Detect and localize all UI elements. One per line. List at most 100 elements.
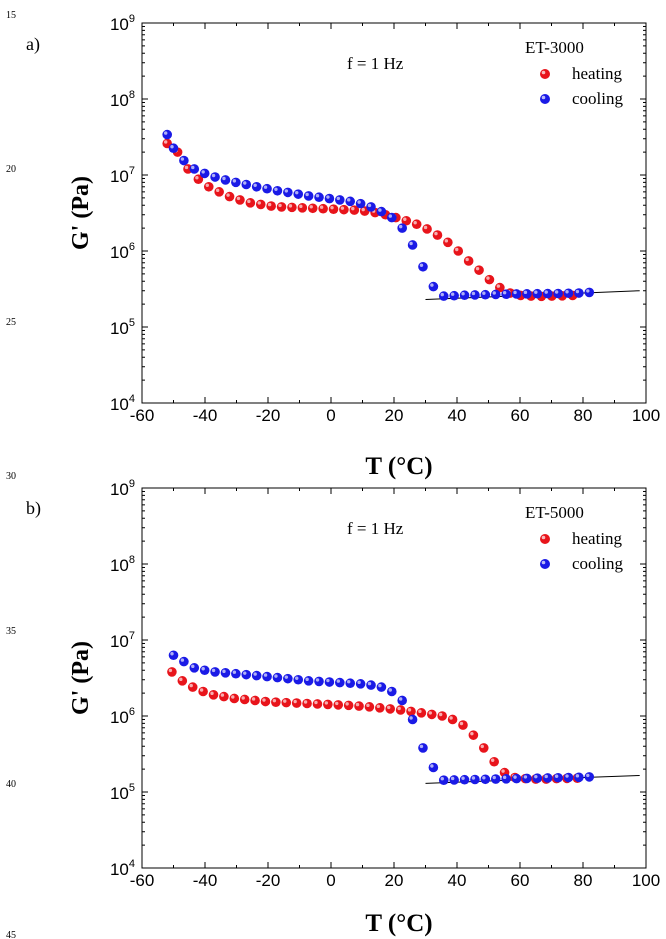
cooling-point <box>241 669 252 680</box>
heating-point-highlight <box>278 203 282 208</box>
cooling-point <box>345 678 356 689</box>
cooling-point <box>522 289 532 299</box>
plot-frame <box>141 22 647 404</box>
heating-point <box>437 711 447 721</box>
line-number: 45 <box>6 930 16 939</box>
cooling-point <box>563 772 574 783</box>
heating-point <box>276 202 287 212</box>
cooling-point-highlight <box>367 203 372 208</box>
cooling-point <box>553 772 563 783</box>
heating-point-highlight <box>267 202 272 207</box>
cooling-point <box>324 677 335 687</box>
heating-point <box>427 709 437 720</box>
legend-marker-cooling <box>540 559 550 569</box>
heating-point-highlight <box>351 206 355 211</box>
heating-point-highlight <box>184 165 189 170</box>
heating-point <box>484 274 495 285</box>
cooling-point <box>459 290 470 301</box>
heating-point <box>385 704 396 714</box>
heating-point <box>307 203 318 214</box>
cooling-point <box>314 676 324 687</box>
cooling-point <box>199 665 210 676</box>
x-tick-label: 40 <box>448 406 467 425</box>
heating-point-highlight <box>387 705 391 710</box>
cooling-point <box>241 179 252 190</box>
cooling-point <box>189 164 200 174</box>
cooling-point-highlight <box>347 680 351 684</box>
cooling-point-highlight <box>523 290 528 295</box>
heating-point <box>271 697 281 707</box>
heating-point <box>395 705 406 715</box>
heating-point-highlight <box>413 221 417 225</box>
cooling-point <box>199 168 210 179</box>
heating-point-highlight <box>272 698 277 703</box>
cooling-point <box>490 289 501 300</box>
cooling-point <box>220 668 231 678</box>
line-number: 40 <box>6 779 16 790</box>
cooling-point <box>553 288 563 299</box>
cooling-point-highlight <box>378 208 382 212</box>
cooling-point-highlight <box>534 774 538 779</box>
cooling-point-highlight <box>253 183 257 187</box>
cooling-point-highlight <box>357 200 361 204</box>
cooling-point <box>584 287 595 298</box>
cooling-point <box>501 774 511 784</box>
y-tick-label: 109 <box>110 478 135 499</box>
cooling-point-highlight <box>440 292 444 297</box>
cooling-point-highlight <box>482 776 486 780</box>
line-numbers: 15 20 25 30 35 40 45 <box>6 10 16 939</box>
cooling-point <box>470 774 480 785</box>
cooling-point <box>438 291 449 301</box>
heating-point <box>422 224 432 234</box>
cooling-point <box>314 192 324 203</box>
y-tick-label: 105 <box>110 782 135 803</box>
x-tick-label: 40 <box>448 871 467 890</box>
heating-point-highlight <box>486 276 490 280</box>
heating-point <box>463 256 474 266</box>
y-tick-label: 106 <box>110 241 135 262</box>
heating-point <box>453 246 464 256</box>
cooling-point <box>522 773 532 784</box>
heating-point <box>297 203 308 213</box>
heating-point-highlight <box>309 205 313 209</box>
heating-point <box>323 699 333 710</box>
cooling-point-highlight <box>201 170 205 174</box>
cooling-point-highlight <box>544 290 548 294</box>
cooling-point <box>272 672 283 683</box>
cooling-point-highlight <box>170 652 174 656</box>
heating-point-highlight <box>220 693 225 697</box>
heating-point-highlight <box>189 683 193 688</box>
heating-point <box>224 191 235 202</box>
cooling-point <box>511 773 522 784</box>
heating-point-highlight <box>251 697 256 701</box>
heating-point <box>416 708 427 718</box>
cooling-point-highlight <box>513 775 517 779</box>
cooling-point-highlight <box>461 292 465 296</box>
heating-point-highlight <box>345 702 349 706</box>
heating-point-highlight <box>376 704 381 709</box>
cooling-point <box>449 775 459 785</box>
cooling-point <box>210 667 220 677</box>
heating-point <box>219 691 229 702</box>
heating-point-highlight <box>434 231 438 236</box>
legend-label-heating: heating <box>572 64 623 83</box>
cooling-point <box>438 775 449 785</box>
cooling-point-highlight <box>253 672 257 676</box>
cooling-point <box>179 656 189 667</box>
heating-point-highlight <box>397 706 401 711</box>
heating-point-highlight <box>226 193 230 197</box>
heating-point-highlight <box>330 205 334 210</box>
cooling-point-highlight <box>170 145 174 149</box>
cooling-point-highlight <box>471 291 476 296</box>
legend-title: ET-5000 <box>525 503 584 522</box>
cooling-point-highlight <box>502 291 507 295</box>
heating-point-highlight <box>215 188 220 193</box>
cooling-point-highlight <box>347 198 351 202</box>
x-tick-label: 100 <box>632 871 660 890</box>
heating-point <box>318 203 328 214</box>
cooling-point-highlight <box>419 744 424 749</box>
panel-a: -60 -40 -20 0 20 40 60 80 100 104 105 106 107 108 109 T… <box>26 13 660 480</box>
heating-point-highlight <box>319 205 324 209</box>
legend-marker-highlight <box>541 535 546 540</box>
cooling-point <box>386 212 397 223</box>
